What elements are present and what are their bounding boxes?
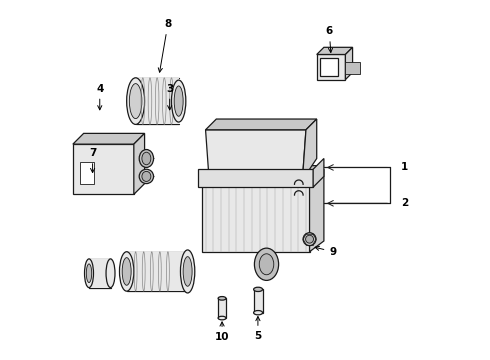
Ellipse shape (183, 257, 192, 286)
Text: 6: 6 (326, 26, 333, 53)
Ellipse shape (122, 258, 131, 285)
Text: 5: 5 (254, 316, 262, 341)
Bar (198, 169, 313, 187)
Text: 10: 10 (215, 322, 229, 342)
Polygon shape (134, 134, 145, 194)
Text: 9: 9 (315, 246, 337, 257)
Ellipse shape (106, 259, 115, 288)
Ellipse shape (120, 252, 134, 291)
Circle shape (306, 235, 314, 243)
Ellipse shape (180, 250, 195, 293)
Circle shape (303, 233, 316, 246)
Ellipse shape (218, 316, 226, 320)
Ellipse shape (254, 248, 279, 280)
Polygon shape (313, 158, 324, 187)
Text: 2: 2 (401, 198, 408, 208)
Bar (345, 62, 360, 74)
Text: 4: 4 (96, 84, 103, 110)
Polygon shape (317, 47, 353, 54)
Polygon shape (73, 134, 145, 144)
Polygon shape (202, 166, 324, 180)
Polygon shape (126, 252, 188, 291)
Ellipse shape (142, 171, 151, 181)
Ellipse shape (254, 311, 263, 315)
Ellipse shape (129, 84, 142, 118)
Ellipse shape (84, 259, 94, 288)
Bar (80, 162, 95, 184)
Bar (317, 54, 345, 80)
Ellipse shape (218, 297, 226, 300)
Bar (320, 58, 338, 76)
Ellipse shape (139, 149, 153, 167)
Text: 7: 7 (89, 148, 96, 172)
Ellipse shape (86, 264, 92, 283)
Polygon shape (205, 130, 306, 180)
Ellipse shape (126, 78, 145, 125)
Ellipse shape (174, 86, 183, 116)
Polygon shape (345, 47, 353, 80)
Bar (254, 289, 263, 313)
Bar (202, 180, 310, 252)
Polygon shape (302, 119, 317, 180)
Ellipse shape (139, 169, 153, 184)
Text: 8: 8 (158, 19, 172, 72)
Ellipse shape (142, 152, 151, 165)
Ellipse shape (172, 80, 186, 122)
Ellipse shape (254, 287, 263, 292)
Text: 3: 3 (166, 84, 173, 110)
Polygon shape (89, 259, 111, 288)
Text: 1: 1 (401, 162, 408, 172)
Ellipse shape (259, 254, 274, 275)
Bar (218, 298, 226, 318)
Polygon shape (205, 119, 317, 130)
Bar (73, 144, 134, 194)
Polygon shape (310, 169, 324, 252)
Polygon shape (136, 78, 179, 125)
